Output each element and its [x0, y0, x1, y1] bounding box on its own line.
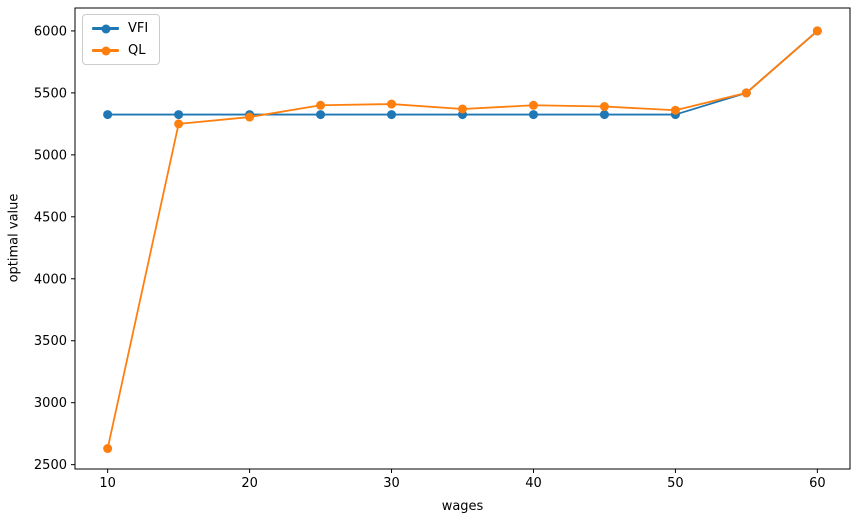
x-tick-label: 30: [383, 476, 400, 491]
legend-line-marker-ql-icon: [92, 49, 119, 52]
data-point-ql: [812, 26, 822, 36]
data-point-ql: [741, 88, 751, 98]
data-point-ql: [599, 102, 609, 112]
y-tick-label: 2500: [34, 458, 67, 473]
data-point-ql: [103, 444, 113, 454]
series-line-ql: [106, 30, 818, 449]
y-tick-label: 3500: [34, 334, 67, 349]
y-tick-label: 4500: [34, 210, 67, 225]
data-point-ql: [174, 119, 184, 129]
x-axis-label: wages: [441, 499, 484, 514]
x-tick-label: 10: [99, 476, 116, 491]
y-tick-label: 4000: [34, 272, 67, 287]
legend-label-ql: QL: [128, 43, 146, 58]
data-point-vfi: [387, 110, 397, 120]
data-point-vfi: [599, 110, 609, 120]
data-point-vfi: [103, 110, 113, 120]
legend-item-ql: QL: [92, 43, 148, 58]
data-point-vfi: [528, 110, 538, 120]
y-tick-label: 3000: [34, 396, 67, 411]
data-point-ql: [528, 100, 538, 110]
data-point-ql: [670, 105, 680, 115]
plot-border: [74, 7, 851, 470]
y-tick-label: 5500: [34, 86, 67, 101]
legend-line-marker-vfi-icon: [92, 27, 119, 30]
x-tick-label: 60: [809, 476, 826, 491]
legend-label-vfi: VFI: [128, 21, 149, 36]
data-point-ql: [245, 112, 255, 122]
data-point-vfi: [174, 110, 184, 120]
data-point-ql: [316, 100, 326, 110]
x-tick-label: 50: [667, 476, 684, 491]
data-point-ql: [387, 99, 397, 109]
data-point-ql: [458, 104, 467, 114]
x-tick-label: 20: [241, 476, 258, 491]
y-tick-label: 5000: [34, 148, 67, 163]
x-tick-label: 40: [525, 476, 542, 491]
data-point-vfi: [316, 110, 326, 120]
y-axis-label: optimal value: [6, 193, 22, 283]
y-tick-label: 6000: [34, 24, 67, 39]
legend: VFI QL: [82, 14, 161, 65]
legend-item-vfi: VFI: [92, 21, 148, 36]
